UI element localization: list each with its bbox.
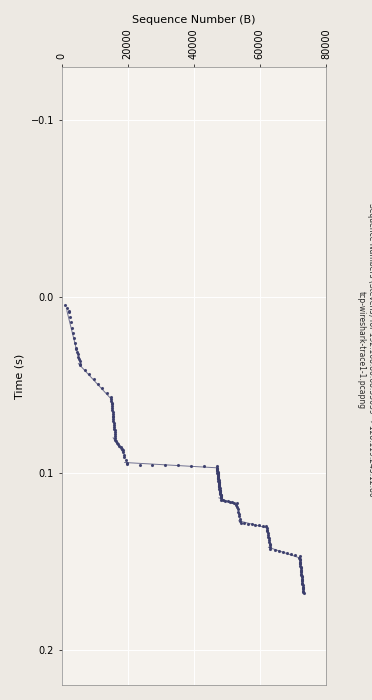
Y-axis label: Time (s): Time (s) <box>15 354 25 398</box>
Text: Sequence Numbers (Stevens) for 192.168.86.68:55639 → 128.119.245.12:80
tcp-wires: Sequence Numbers (Stevens) for 192.168.8… <box>357 203 372 497</box>
X-axis label: Sequence Number (B): Sequence Number (B) <box>132 15 256 25</box>
